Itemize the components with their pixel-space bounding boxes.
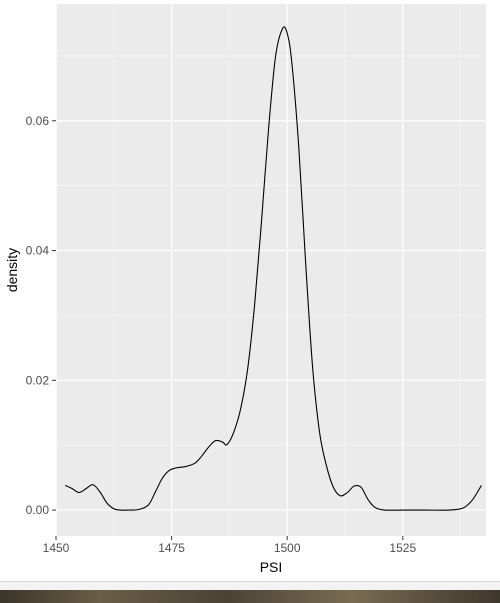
- x-tick-label: 1475: [158, 541, 185, 555]
- x-tick-label: 1450: [43, 541, 70, 555]
- y-tick-label: 0.02: [26, 373, 50, 387]
- density-curve: [65, 26, 482, 511]
- desktop-background-strip: [0, 590, 500, 603]
- y-tick-label: 0.04: [26, 244, 50, 258]
- density-plot: 0.00 0.02 0.04 0.06 1450 1475 1500 1525 PSI de…: [4, 4, 486, 575]
- y-axis: 0.00 0.02 0.04 0.06: [26, 114, 56, 517]
- window-frame-edge: [0, 581, 500, 591]
- x-tick-label: 1525: [389, 541, 416, 555]
- x-axis-title: PSI: [260, 559, 283, 575]
- y-axis-title: density: [4, 248, 20, 292]
- x-axis: 1450 1475 1500 1525: [43, 536, 416, 555]
- y-tick-label: 0.06: [26, 114, 50, 128]
- x-tick-label: 1500: [274, 541, 301, 555]
- minor-gridlines: [56, 4, 486, 536]
- plot-panel: [56, 4, 486, 536]
- y-tick-label: 0.00: [26, 503, 50, 517]
